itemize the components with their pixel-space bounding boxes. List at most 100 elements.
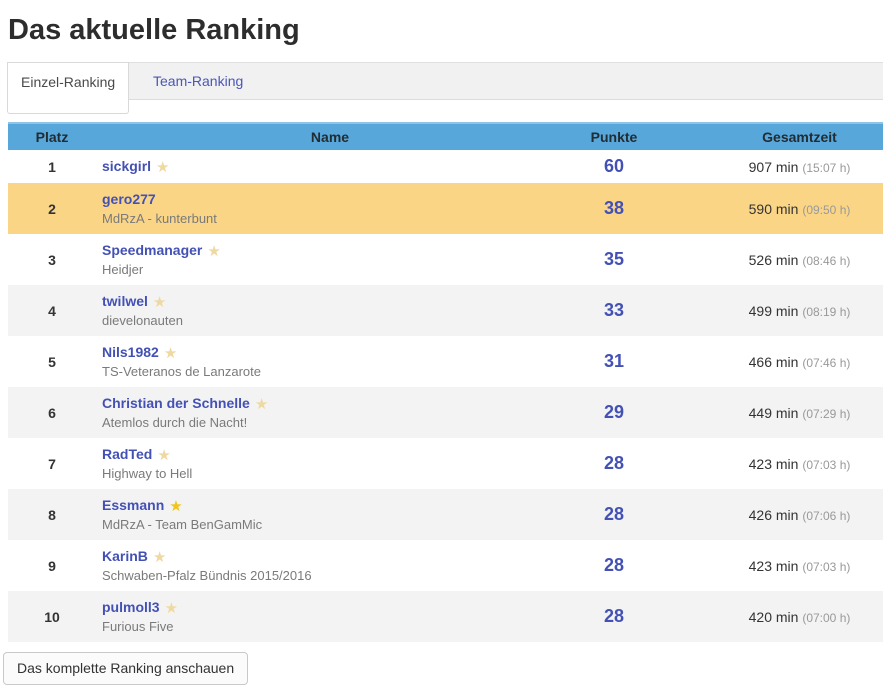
table-row: 7 RadTed ★ Highway to Hell 28 423 min (07…	[8, 438, 883, 489]
star-icon: ★	[207, 243, 221, 260]
name-cell: gero277 MdRzA - kunterbunt	[96, 183, 564, 234]
points-cell: 31	[564, 336, 664, 387]
table-row: 5 Nils1982 ★ TS-Veteranos de Lanzarote 31…	[8, 336, 883, 387]
star-icon: ★	[163, 345, 178, 362]
table-row: 6 Christian der Schnelle ★ Atemlos durch …	[8, 387, 883, 438]
time-cell: 449 min (07:29 h)	[664, 387, 883, 438]
time-minutes: 420 min	[748, 608, 799, 625]
ranking-table: Platz Name Punkte Gesamtzeit 1 sickgirl ★…	[8, 122, 883, 642]
time-cell: 423 min (07:03 h)	[664, 540, 883, 591]
tab-einzel-ranking[interactable]: Einzel-Ranking	[7, 62, 130, 114]
points-value: 38	[603, 198, 625, 218]
time-cell: 907 min (15:07 h)	[664, 150, 883, 183]
name-cell: KarinB ★ Schwaben-Pfalz Bündnis 2015/2016	[96, 540, 564, 591]
time-hours: (07:29 h)	[802, 406, 851, 421]
time-minutes: 590 min	[748, 200, 799, 217]
name-cell: Essmann ★ MdRzA - Team BenGamMic	[96, 489, 564, 540]
rank-cell: 5	[48, 353, 56, 370]
column-header-platz: Platz	[8, 122, 96, 150]
time-cell: 526 min (08:46 h)	[664, 234, 883, 285]
team-name: dievelonauten	[102, 313, 183, 328]
player-link[interactable]: twilwel	[102, 293, 148, 309]
table-header-row: Platz Name Punkte Gesamtzeit	[8, 122, 883, 150]
time-hours: (07:06 h)	[802, 508, 851, 523]
time-hours: (08:46 h)	[802, 253, 851, 268]
time-minutes: 426 min	[748, 506, 799, 523]
table-row: 4 twilwel ★ dievelonauten 33 499 min (08:…	[8, 285, 883, 336]
team-name: TS-Veteranos de Lanzarote	[102, 364, 261, 379]
points-cell: 28	[564, 540, 664, 591]
page-container: Das aktuelle Ranking Einzel-Ranking Team…	[0, 13, 883, 685]
tab-bar: Einzel-Ranking Team-Ranking	[7, 62, 883, 114]
player-link[interactable]: pulmoll3	[102, 599, 160, 615]
name-cell: sickgirl ★	[96, 150, 564, 183]
tab-team-ranking[interactable]: Team-Ranking	[153, 73, 244, 89]
points-value: 31	[603, 351, 625, 371]
points-cell: 28	[564, 591, 664, 642]
points-cell: 29	[564, 387, 664, 438]
points-value: 60	[603, 156, 625, 176]
name-cell: RadTed ★ Highway to Hell	[96, 438, 564, 489]
page-title: Das aktuelle Ranking	[8, 14, 300, 46]
points-value: 29	[603, 402, 625, 422]
time-hours: (15:07 h)	[802, 160, 851, 175]
column-header-name: Name	[96, 122, 564, 150]
table-row: 9 KarinB ★ Schwaben-Pfalz Bündnis 2015/20…	[8, 540, 883, 591]
name-cell: Christian der Schnelle ★ Atemlos durch di…	[96, 387, 564, 438]
star-icon: ★	[169, 498, 183, 515]
time-hours: (07:03 h)	[802, 457, 851, 472]
points-value: 28	[603, 555, 625, 575]
points-value: 28	[603, 453, 625, 473]
name-cell: pulmoll3 ★ Furious Five	[96, 591, 564, 642]
name-cell: Nils1982 ★ TS-Veteranos de Lanzarote	[96, 336, 564, 387]
time-cell: 423 min (07:03 h)	[664, 438, 883, 489]
points-value: 28	[603, 606, 625, 626]
time-hours: (07:03 h)	[802, 559, 851, 574]
column-header-punkte: Punkte	[564, 122, 664, 150]
points-cell: 38	[564, 183, 664, 234]
rank-cell: 1	[48, 158, 56, 175]
player-link[interactable]: Christian der Schnelle	[102, 395, 250, 411]
player-link[interactable]: gero277	[102, 191, 156, 207]
time-minutes: 423 min	[748, 455, 799, 472]
time-cell: 499 min (08:19 h)	[664, 285, 883, 336]
player-link[interactable]: RadTed	[102, 446, 153, 462]
rank-cell: 9	[48, 557, 56, 574]
team-name: MdRzA - Team BenGamMic	[102, 517, 263, 532]
table-row: 1 sickgirl ★ 60 907 min (15:07 h)	[8, 150, 883, 183]
full-ranking-button[interactable]: Das komplette Ranking anschauen	[3, 652, 249, 685]
player-link[interactable]: Speedmanager	[102, 242, 203, 258]
star-icon: ★	[164, 600, 179, 617]
table-row: 10 pulmoll3 ★ Furious Five 28 420 min (07…	[8, 591, 883, 642]
points-cell: 60	[564, 150, 664, 183]
time-minutes: 526 min	[748, 251, 799, 268]
player-link[interactable]: KarinB	[102, 548, 148, 564]
time-hours: (07:46 h)	[802, 355, 851, 370]
points-cell: 33	[564, 285, 664, 336]
time-cell: 466 min (07:46 h)	[664, 336, 883, 387]
rank-cell: 8	[8, 489, 96, 540]
time-cell: 590 min (09:50 h)	[664, 183, 883, 234]
time-hours: (08:19 h)	[802, 304, 851, 319]
rank-cell: 7	[48, 455, 56, 472]
column-header-gesamtzeit: Gesamtzeit	[664, 122, 883, 150]
time-minutes: 423 min	[748, 557, 799, 574]
time-hours: (07:00 h)	[802, 610, 851, 625]
star-icon: ★	[152, 294, 167, 311]
points-value: 35	[603, 249, 625, 269]
name-cell: Speedmanager ★ Heidjer	[96, 234, 564, 285]
points-value: 28	[603, 504, 625, 524]
star-icon: ★	[157, 447, 171, 464]
star-icon: ★	[152, 549, 167, 566]
table-row: 8 Essmann ★ MdRzA - Team BenGamMic 28 426…	[8, 489, 883, 540]
player-link[interactable]: sickgirl	[102, 158, 152, 174]
rank-cell: 6	[8, 387, 96, 438]
team-name: Furious Five	[102, 619, 174, 634]
table-row: 2 gero277 MdRzA - kunterbunt 38 590 min …	[8, 183, 883, 234]
player-link[interactable]: Essmann	[102, 497, 165, 513]
team-name: Highway to Hell	[102, 466, 193, 481]
player-link[interactable]: Nils1982	[102, 344, 159, 360]
ranking-table-body: 1 sickgirl ★ 60 907 min (15:07 h) 2 gero2…	[8, 150, 883, 642]
team-name: Schwaben-Pfalz Bündnis 2015/2016	[102, 568, 312, 583]
table-row: 3 Speedmanager ★ Heidjer 35 526 min (08:4…	[8, 234, 883, 285]
